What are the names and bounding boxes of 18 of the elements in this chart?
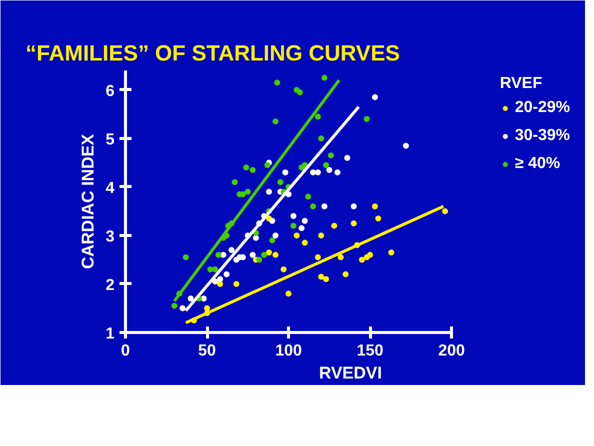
legend-label: 30-39% [514, 127, 570, 145]
y-tick-label: 5 [106, 131, 115, 148]
y-tick-label: 2 [106, 276, 115, 294]
legend-title: RVEF [500, 75, 544, 93]
y-tick-label: 1 [106, 326, 115, 342]
x-tick-label: 100 [275, 342, 302, 360]
x-tick-label: 200 [438, 342, 466, 360]
x-tick-label: 50 [198, 342, 216, 360]
x-tick-label: 0 [121, 342, 130, 360]
legend-label: 20-29% [514, 99, 570, 117]
chart-title: “FAMILIES” OF STARLING CURVES [26, 40, 400, 66]
y-tick-label: 6 [106, 82, 115, 100]
y-axis-title: CARDIAC INDEX [78, 133, 98, 270]
y-tick-label: 4 [106, 180, 115, 197]
legend-label: ≥ 40% [514, 155, 560, 173]
x-tick-label: 150 [356, 342, 384, 360]
y-tick-label: 3 [106, 228, 115, 246]
x-axis-title: RVEDVI [319, 364, 382, 382]
